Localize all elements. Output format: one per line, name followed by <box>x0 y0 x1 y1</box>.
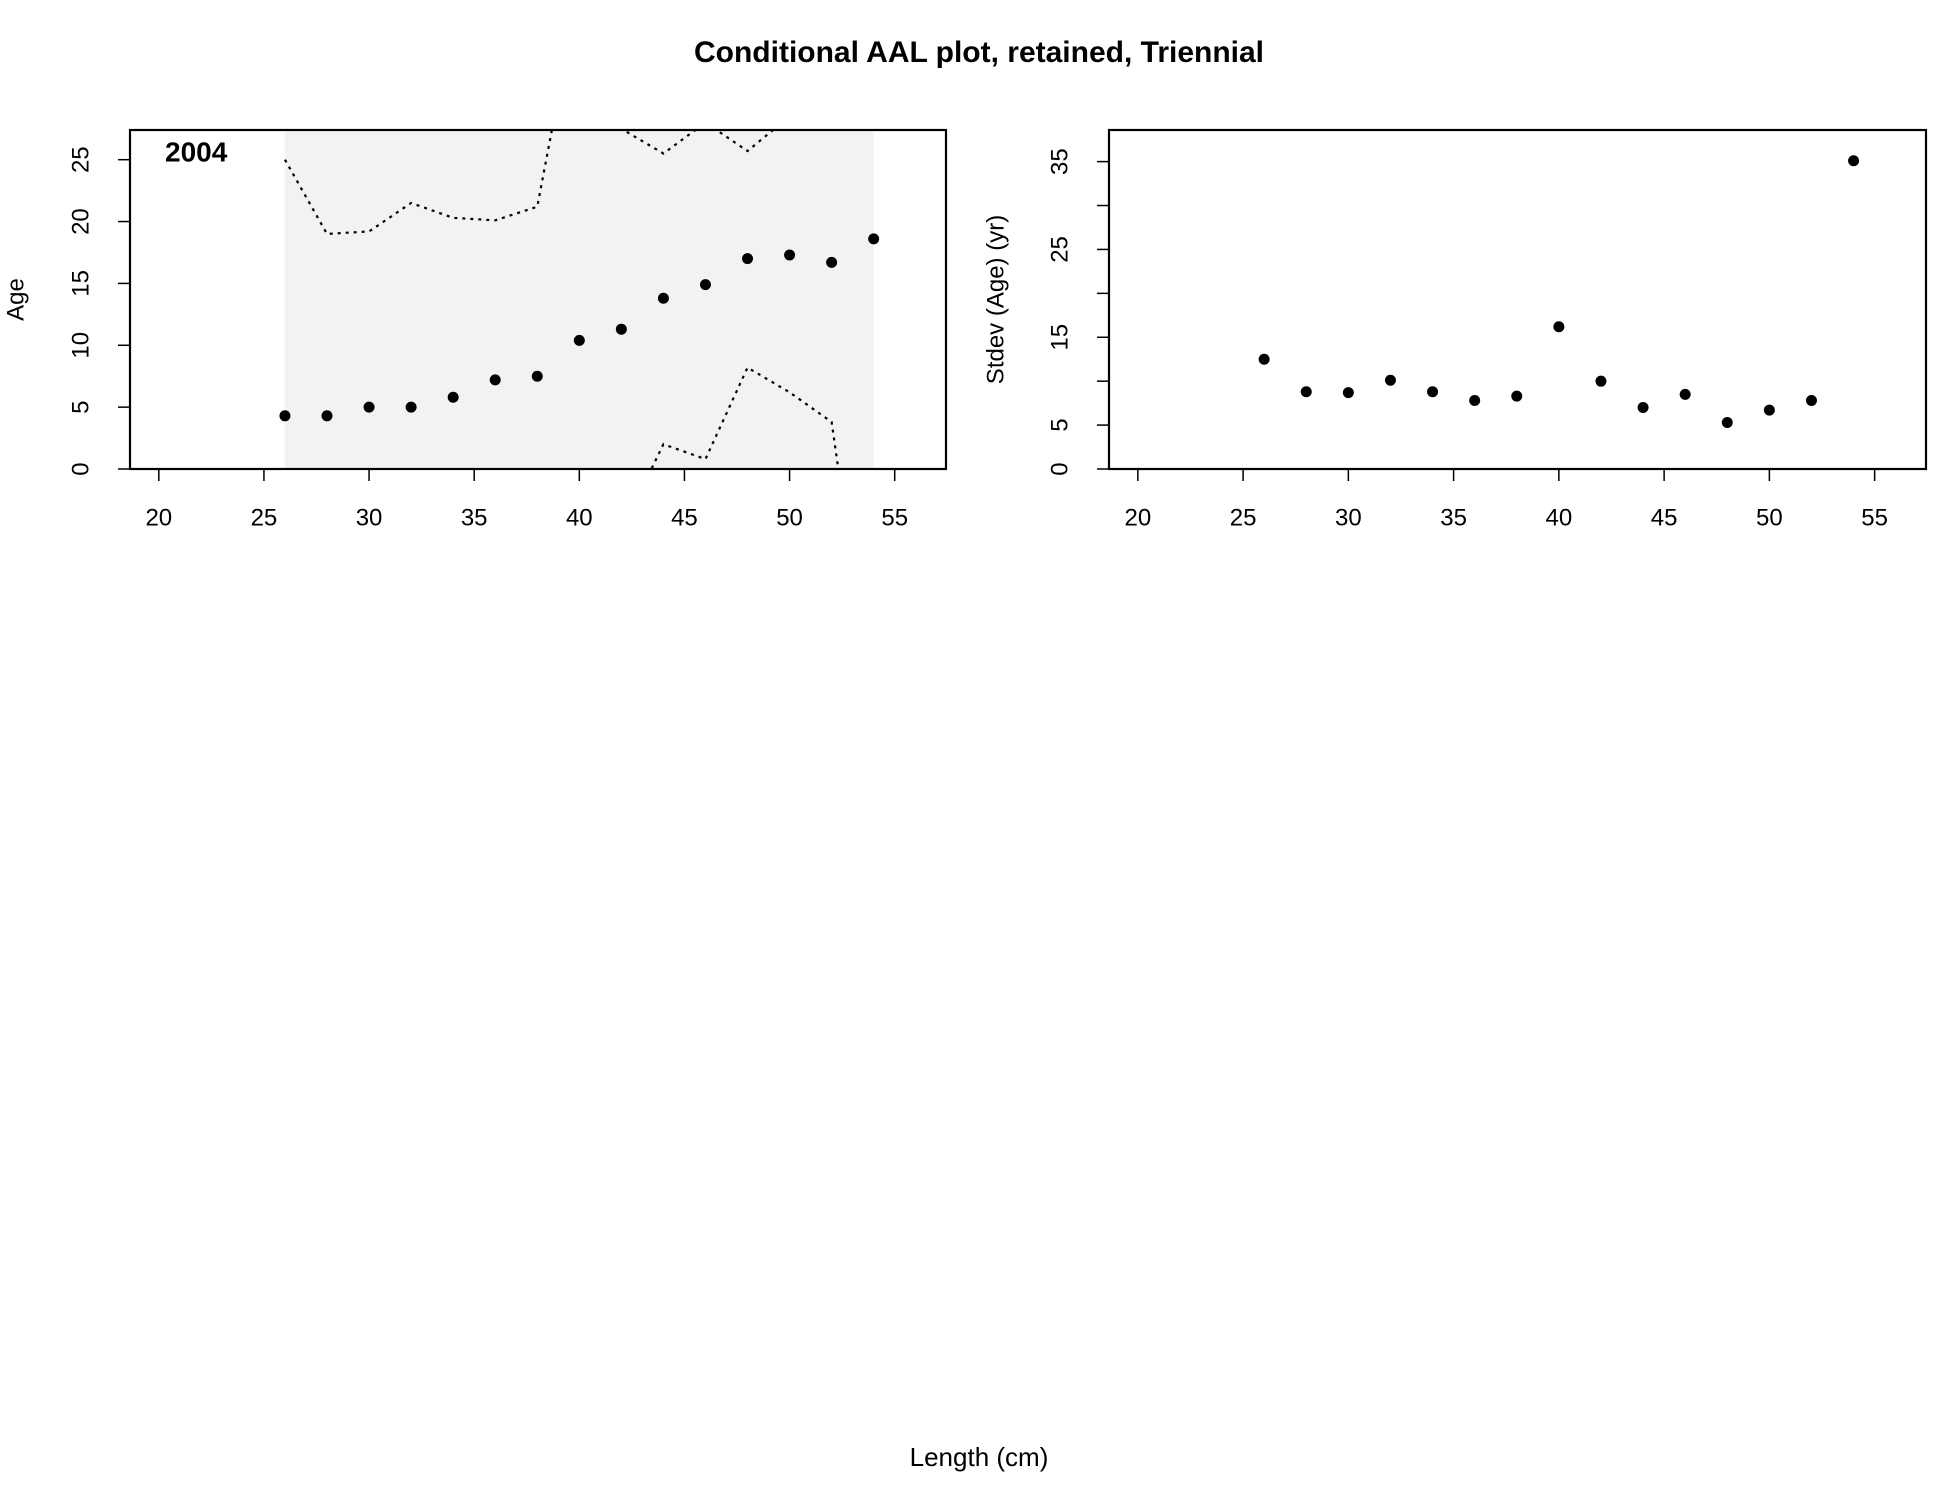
data-point <box>742 253 754 265</box>
data-point <box>615 323 627 335</box>
data-point <box>321 410 333 422</box>
data-point <box>657 292 669 304</box>
data-point <box>1384 374 1396 386</box>
y-tick-label: 5 <box>67 400 94 413</box>
data-point <box>1553 321 1565 333</box>
x-tick-label: 20 <box>145 504 172 531</box>
panel-label: 2004 <box>165 136 228 167</box>
x-tick-label: 30 <box>356 504 383 531</box>
data-point <box>1342 387 1354 399</box>
x-tick-label: 35 <box>1440 504 1467 531</box>
y-tick-label: 35 <box>1046 148 1073 175</box>
y-tick-label: 20 <box>67 208 94 235</box>
data-point <box>405 401 417 413</box>
y-axis-label: Age <box>2 278 29 321</box>
data-point <box>1427 386 1439 398</box>
x-tick-label: 45 <box>671 504 698 531</box>
data-point <box>868 233 880 245</box>
data-point <box>531 370 543 382</box>
x-tick-label: 20 <box>1124 504 1151 531</box>
y-tick-label: 0 <box>67 462 94 475</box>
y-tick-label: 15 <box>67 270 94 297</box>
data-point <box>1721 416 1733 428</box>
x-tick-label: 25 <box>1230 504 1257 531</box>
data-point <box>447 391 459 403</box>
x-tick-label: 40 <box>1546 504 1573 531</box>
x-tick-label: 35 <box>461 504 488 531</box>
data-point <box>279 410 291 422</box>
data-point <box>826 256 838 268</box>
y-axis-label: Stdev (Age) (yr) <box>982 215 1009 384</box>
x-axis-label: Length (cm) <box>910 1442 1049 1472</box>
y-tick-label: 5 <box>1046 418 1073 431</box>
x-tick-label: 55 <box>1861 504 1888 531</box>
plot-frame <box>1107 128 1928 471</box>
data-point <box>1511 390 1523 402</box>
data-point <box>699 279 711 291</box>
x-tick-label: 30 <box>1335 504 1362 531</box>
y-tick-label: 25 <box>67 146 94 173</box>
plot-area <box>1258 155 1860 428</box>
x-tick-label: 40 <box>566 504 593 531</box>
x-tick-label: 55 <box>881 504 908 531</box>
data-point <box>1595 375 1607 387</box>
x-tick-label: 25 <box>251 504 278 531</box>
y-tick-label: 15 <box>1046 324 1073 351</box>
x-tick-label: 50 <box>1756 504 1783 531</box>
data-point <box>1679 388 1691 400</box>
data-range-shade <box>284 130 874 469</box>
data-point <box>1469 394 1481 406</box>
data-point <box>1637 402 1649 414</box>
plot-area <box>279 130 880 469</box>
data-point <box>573 334 585 346</box>
data-point <box>1805 394 1817 406</box>
plot-frame <box>128 128 948 471</box>
interval-line <box>284 130 775 236</box>
y-tick-label: 0 <box>1046 462 1073 475</box>
chart-title: Conditional AAL plot, retained, Triennia… <box>694 36 1264 69</box>
data-point <box>363 401 375 413</box>
data-point <box>1848 155 1860 167</box>
data-point <box>784 249 796 261</box>
x-tick-label: 45 <box>1651 504 1678 531</box>
y-tick-label: 25 <box>1046 236 1073 263</box>
data-point <box>1258 353 1270 365</box>
x-tick-label: 50 <box>776 504 803 531</box>
y-tick-label: 10 <box>67 332 94 359</box>
data-point <box>489 374 501 386</box>
data-point <box>1300 386 1312 398</box>
data-point <box>1763 404 1775 416</box>
